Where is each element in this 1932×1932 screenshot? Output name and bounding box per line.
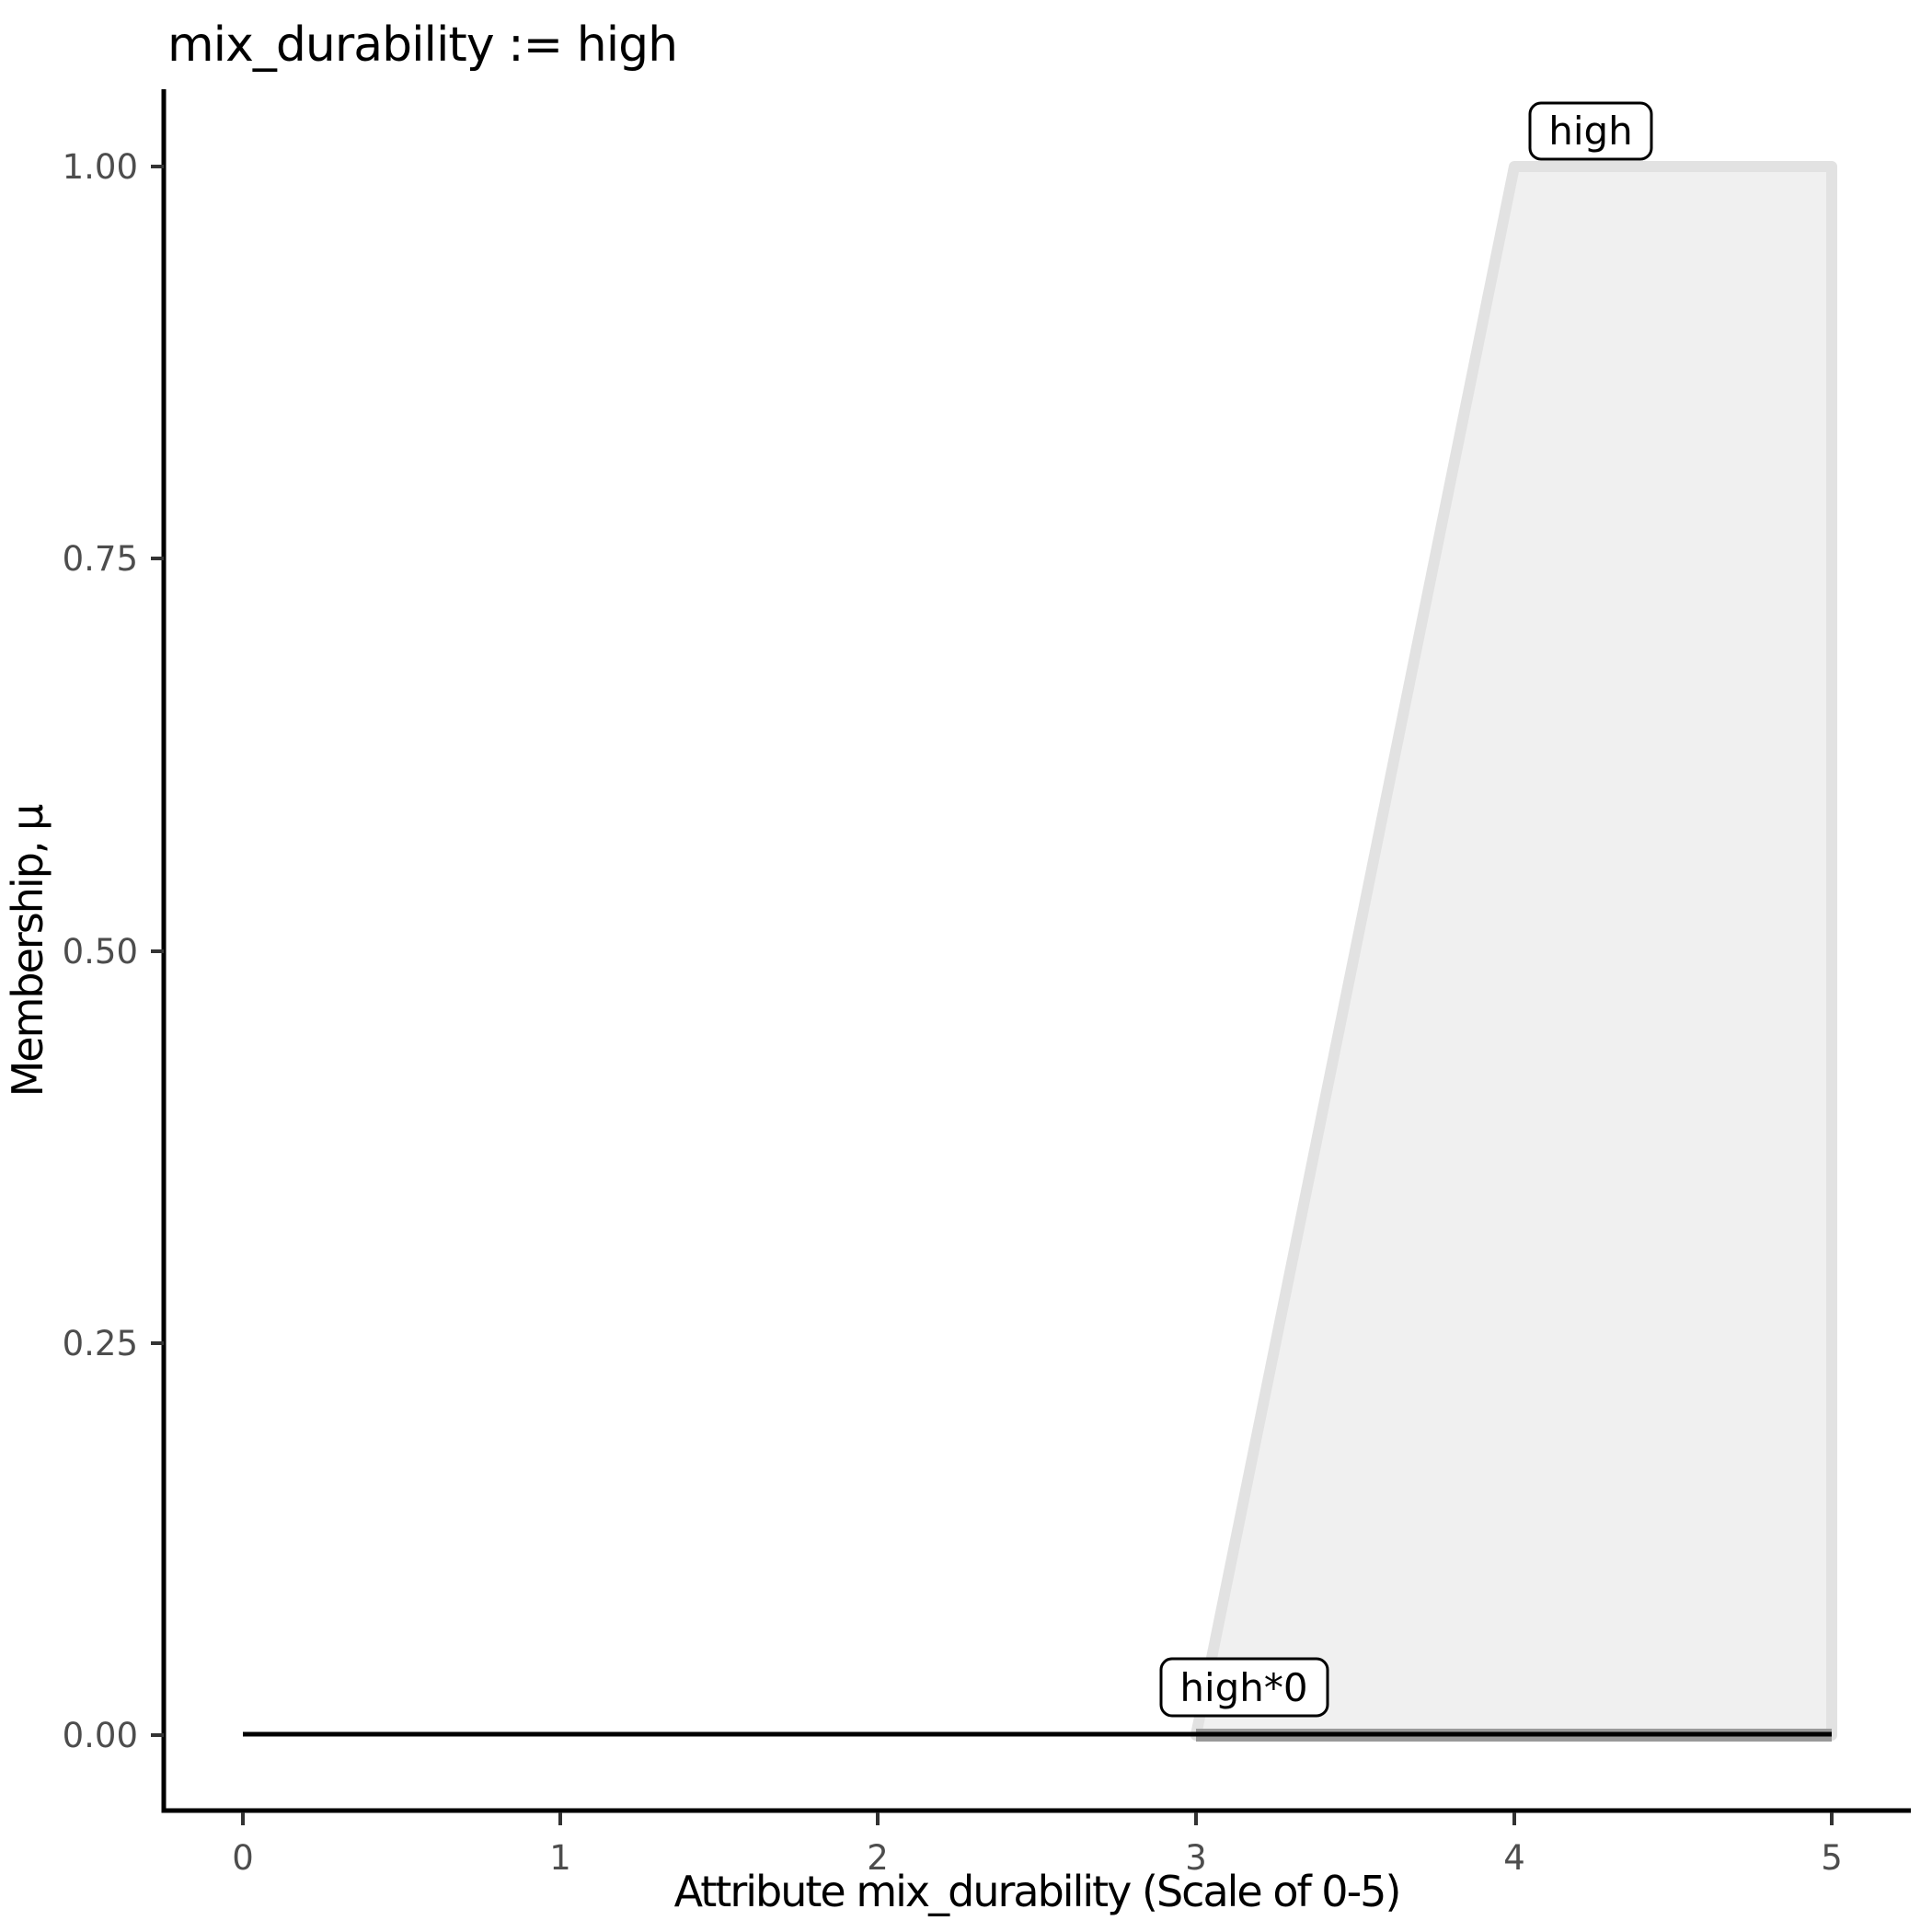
y-tick-label: 0.25 [63,1324,138,1363]
y-tick-label: 0.50 [63,932,138,972]
x-tick-label: 2 [867,1838,889,1878]
x-tick-marks [241,1812,1834,1825]
high-times-zero-label: high*0 [1159,1657,1329,1718]
y-tick-labels: 0.00 0.25 0.50 0.75 1.00 [63,147,138,1755]
high-times-zero-label-box [1159,1657,1329,1718]
membership-area-high [1190,161,1837,1741]
x-tick-labels: 0 1 2 3 4 5 [232,1838,1843,1878]
x-tick-label: 3 [1185,1838,1207,1878]
y-tick-label: 1.00 [63,147,138,187]
y-tick-label: 0.00 [63,1716,138,1755]
x-tick-label: 5 [1821,1838,1843,1878]
x-tick-label: 1 [549,1838,571,1878]
high-label-box [1528,101,1653,161]
x-axis-title: Attribute mix_durability (Scale of 0-5) [674,1867,1400,1916]
x-tick-label: 0 [232,1838,254,1878]
y-tick-marks [151,165,164,1737]
axis-lines [161,89,1911,1813]
high-label: high [1528,101,1653,161]
x-tick-label: 4 [1503,1838,1525,1878]
high-times-zero-label-text: high*0 [1179,1665,1307,1710]
y-tick-label: 0.75 [63,539,138,579]
chart-title: mix_durability := high [167,17,677,73]
y-axis-title: Membership, μ [3,804,52,1098]
high-label-text: high [1548,109,1633,154]
